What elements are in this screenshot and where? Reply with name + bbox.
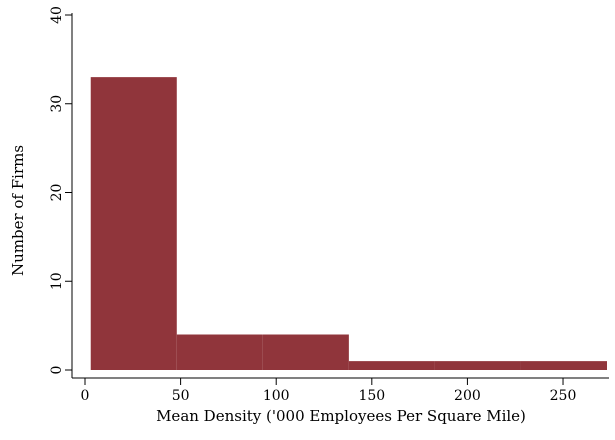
x-tick-label: 50	[172, 388, 190, 404]
y-tick-label: 0	[49, 366, 65, 375]
y-tick-label: 20	[49, 184, 65, 202]
x-tick-label: 150	[358, 388, 385, 404]
x-axis-ticks: 0 50 100 150 200 250	[81, 378, 577, 404]
y-tick-label: 40	[49, 6, 65, 24]
x-axis-title: Mean Density ('000 Employees Per Square …	[156, 407, 526, 425]
x-tick-label: 0	[81, 388, 90, 404]
x-tick-label: 100	[263, 388, 290, 404]
histogram-bar-4	[434, 361, 521, 370]
histogram-bar-5	[520, 361, 607, 370]
histogram-bar-1	[176, 334, 263, 370]
x-tick-label: 200	[454, 388, 481, 404]
histogram-bar-2	[262, 334, 349, 370]
y-axis-ticks: 0 10 20 30 40	[49, 6, 72, 374]
histogram-bar-0	[90, 77, 177, 370]
x-tick-label: 250	[550, 388, 577, 404]
y-tick-label: 30	[49, 95, 65, 113]
histogram-bars	[90, 77, 607, 370]
y-axis-title: Number of Firms	[9, 145, 27, 276]
histogram-bar-3	[348, 361, 435, 370]
y-tick-label: 10	[49, 272, 65, 290]
